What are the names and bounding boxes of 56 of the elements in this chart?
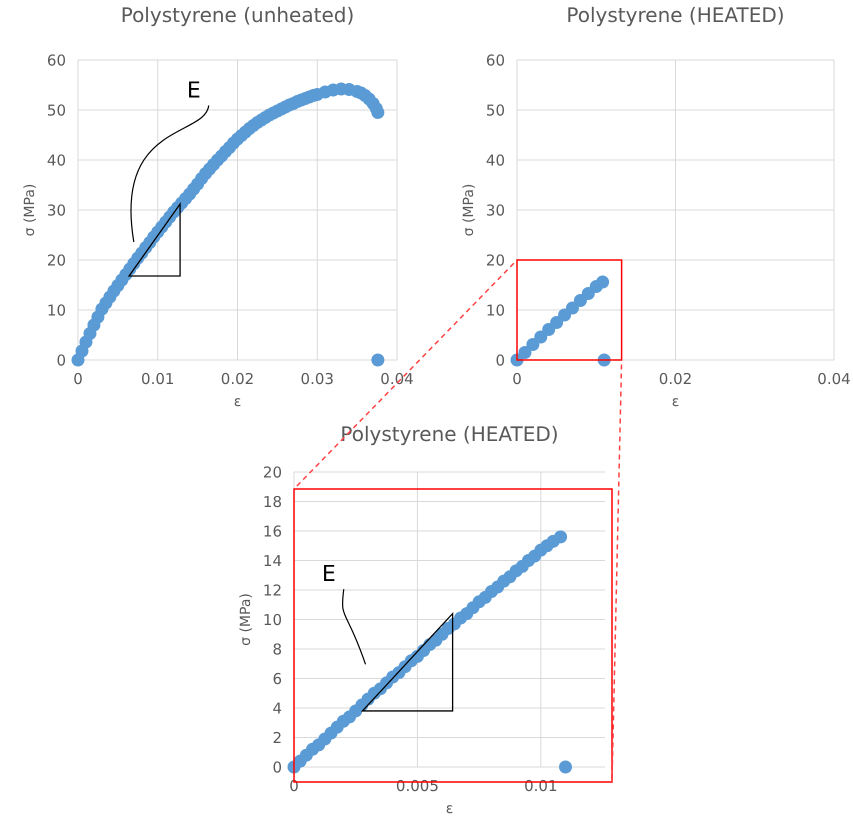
y-tick-label: 18 xyxy=(262,492,282,511)
y-tick-label: 20 xyxy=(262,463,282,482)
y-tick-label: 10 xyxy=(262,610,282,629)
y-axis-title: σ (MPa) xyxy=(22,184,38,236)
point xyxy=(526,338,540,351)
y-tick-label: 0 xyxy=(56,351,66,370)
y-tick-label: 20 xyxy=(486,251,505,270)
point xyxy=(554,530,568,544)
x-axis-title: ε xyxy=(234,394,242,410)
y-tick-label: 16 xyxy=(262,522,282,540)
x-tick-label: 0.01 xyxy=(141,370,174,388)
x-axis-title: ε xyxy=(446,801,454,817)
y-tick-label: 10 xyxy=(46,301,66,320)
point xyxy=(559,760,572,774)
y-tick-label: 2 xyxy=(272,728,282,747)
point xyxy=(558,308,572,322)
annotation: E xyxy=(322,562,336,588)
point xyxy=(534,330,548,344)
y-tick-label: 0 xyxy=(495,351,505,370)
chart-title: Polystyrene (HEATED) xyxy=(340,422,559,446)
y-tick-label: 0 xyxy=(272,758,282,776)
y-tick-label: 30 xyxy=(486,201,505,220)
point xyxy=(542,323,556,336)
x-tick-label: 0.02 xyxy=(658,370,692,388)
y-tick-label: 50 xyxy=(46,101,66,120)
y-tick-label: 14 xyxy=(262,552,282,570)
y-tick-label: 4 xyxy=(272,699,282,718)
point xyxy=(550,316,564,329)
chart-title: Polystyrene (unheated) xyxy=(120,3,354,27)
y-tick-label: 40 xyxy=(486,151,505,170)
y-tick-label: 8 xyxy=(272,640,282,658)
y-axis-title: σ (MPa) xyxy=(238,593,254,646)
y-tick-label: 10 xyxy=(486,301,505,320)
y-tick-label: 50 xyxy=(486,101,505,120)
x-axis-title: ε xyxy=(672,394,680,410)
y-tick-label: 20 xyxy=(46,251,66,270)
y-tick-label: 12 xyxy=(262,581,282,600)
y-tick-label: 40 xyxy=(46,151,66,170)
x-tick-label: 0 xyxy=(73,370,83,388)
x-tick-label: 0.04 xyxy=(380,370,414,388)
x-tick-label: 0.03 xyxy=(300,370,334,388)
x-tick-label: 0.02 xyxy=(220,370,254,388)
point xyxy=(518,346,532,359)
x-tick-label: 0 xyxy=(512,370,522,388)
y-tick-label: 6 xyxy=(272,670,282,688)
y-axis-title: σ (MPa) xyxy=(461,184,477,236)
y-tick-label: 30 xyxy=(46,201,66,220)
chart-title: Polystyrene (HEATED) xyxy=(566,3,785,27)
point xyxy=(582,287,595,300)
annotation: E xyxy=(186,78,201,104)
x-tick-label: 0.04 xyxy=(817,370,851,388)
point xyxy=(574,294,587,307)
point xyxy=(596,276,610,288)
y-tick-label: 60 xyxy=(486,51,505,70)
point xyxy=(566,302,579,314)
y-tick-label: 60 xyxy=(46,51,66,70)
